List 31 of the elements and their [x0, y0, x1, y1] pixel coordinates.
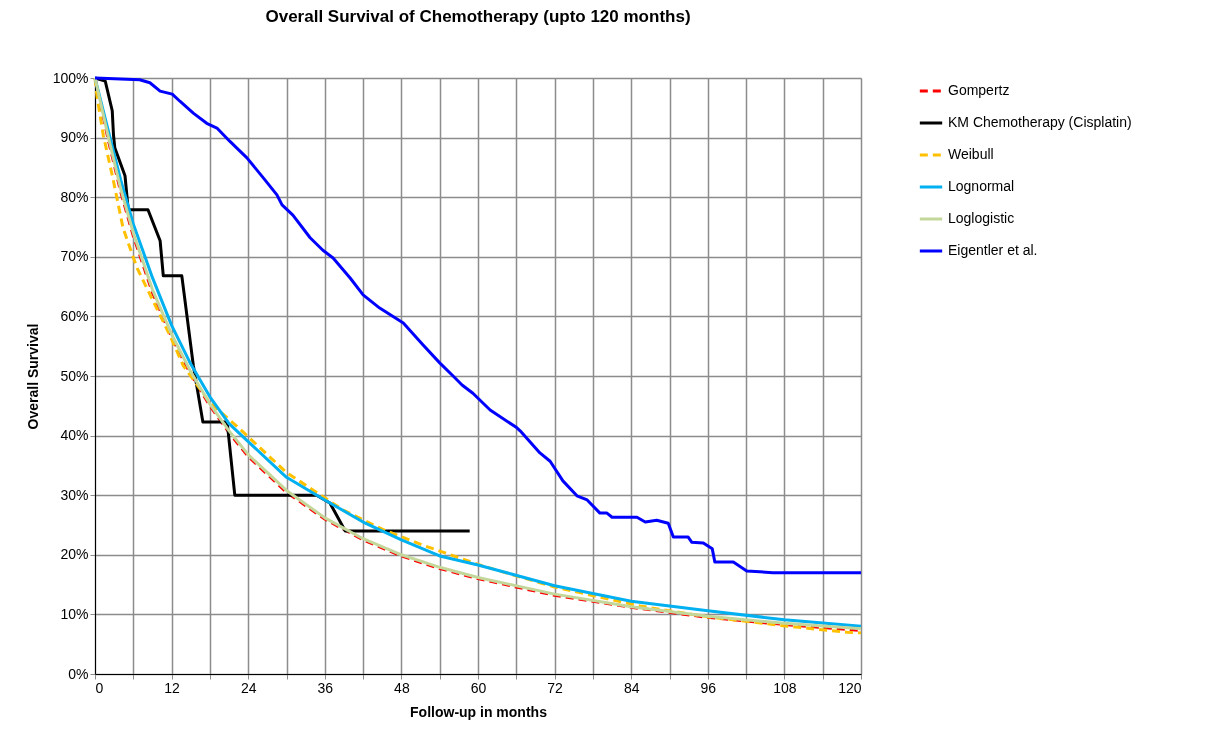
legend-label: Loglogistic: [948, 210, 1015, 226]
y-tick-label: 30%: [60, 486, 89, 503]
y-tick-label: 10%: [60, 605, 89, 622]
legend-label: Weibull: [948, 146, 994, 162]
x-tick-label: 60: [470, 679, 487, 696]
x-tick-label: 12: [164, 679, 181, 696]
y-axis-title: Overall Survival: [24, 323, 41, 430]
y-tick-label: 50%: [60, 367, 89, 384]
x-tick-label: 84: [623, 679, 640, 696]
y-tick-label: 80%: [60, 188, 89, 205]
legend-label: KM Chemotherapy (Cisplatin): [948, 114, 1132, 130]
x-tick-label: 108: [773, 679, 797, 696]
y-tick-label: 20%: [60, 546, 89, 563]
y-tick-label: 90%: [60, 129, 89, 146]
y-tick-label: 100%: [52, 69, 89, 86]
x-tick-label: 36: [317, 679, 334, 696]
x-tick-label: 120: [838, 679, 862, 696]
x-tick-label: 24: [240, 679, 257, 696]
y-tick-label: 70%: [60, 248, 89, 265]
legend-label: Lognormal: [948, 178, 1015, 194]
chart-title: Overall Survival of Chemotherapy (upto 120 months): [265, 7, 691, 26]
x-tick-label: 48: [394, 679, 410, 696]
x-tick-label: 72: [547, 679, 564, 696]
y-tick-label: 0%: [68, 665, 89, 682]
x-tick-label: 96: [700, 679, 717, 696]
y-tick-label: 60%: [60, 307, 89, 324]
legend-label: Gompertz: [948, 82, 1010, 98]
x-tick-label: 0: [95, 679, 104, 696]
legend-label: Eigentler et al.: [948, 242, 1038, 258]
x-axis-title: Follow-up in months: [410, 703, 548, 720]
y-tick-label: 40%: [60, 427, 89, 444]
